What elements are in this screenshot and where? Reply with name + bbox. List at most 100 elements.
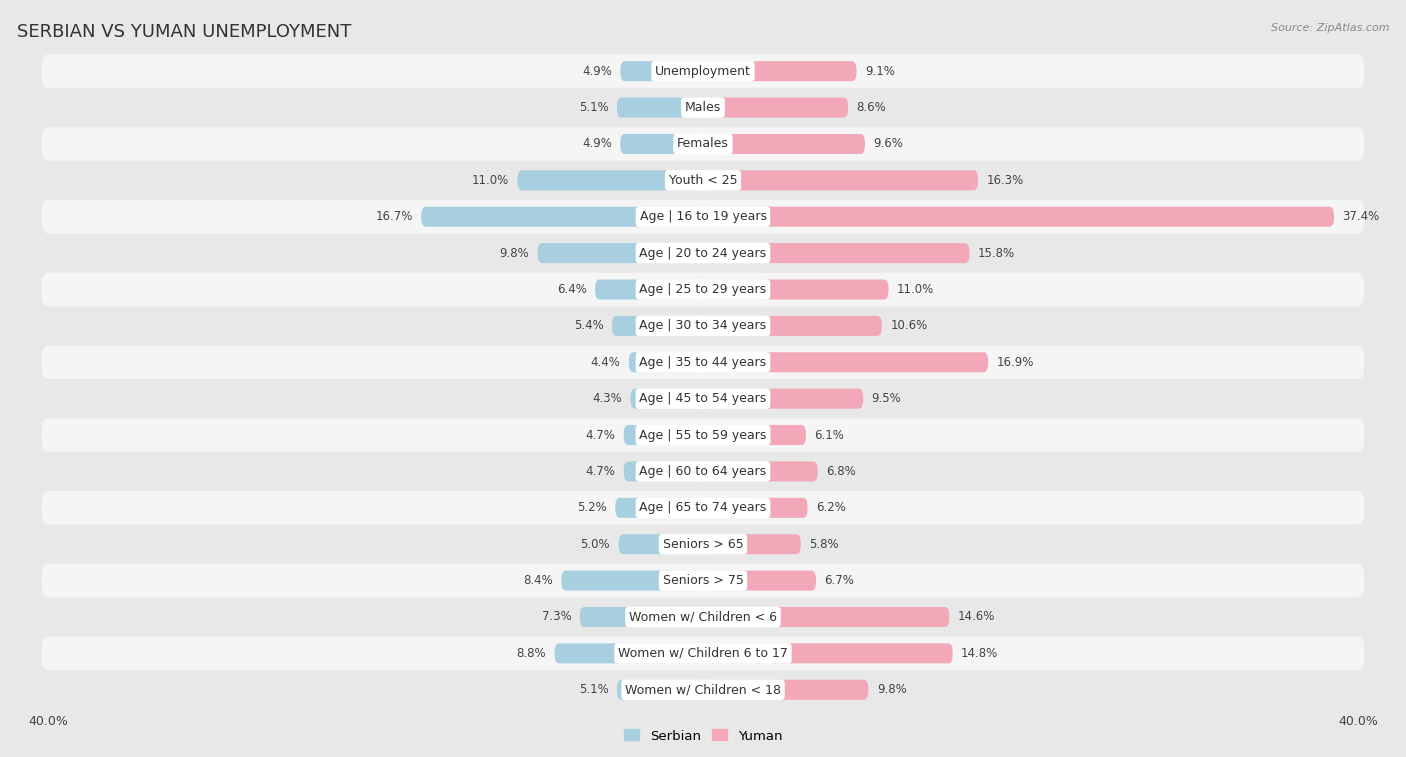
- FancyBboxPatch shape: [42, 55, 1364, 88]
- FancyBboxPatch shape: [703, 643, 953, 663]
- Text: Seniors > 75: Seniors > 75: [662, 574, 744, 587]
- FancyBboxPatch shape: [703, 571, 815, 590]
- FancyBboxPatch shape: [616, 498, 703, 518]
- Text: 4.9%: 4.9%: [582, 64, 612, 78]
- FancyBboxPatch shape: [703, 680, 869, 699]
- Text: 6.2%: 6.2%: [815, 501, 846, 514]
- FancyBboxPatch shape: [579, 607, 703, 627]
- Text: Unemployment: Unemployment: [655, 64, 751, 78]
- Text: 8.6%: 8.6%: [856, 101, 886, 114]
- FancyBboxPatch shape: [703, 607, 949, 627]
- FancyBboxPatch shape: [612, 316, 703, 336]
- FancyBboxPatch shape: [703, 243, 970, 263]
- FancyBboxPatch shape: [619, 534, 703, 554]
- FancyBboxPatch shape: [617, 98, 703, 117]
- FancyBboxPatch shape: [703, 352, 988, 372]
- Text: Women w/ Children < 18: Women w/ Children < 18: [626, 684, 780, 696]
- Text: 5.0%: 5.0%: [581, 537, 610, 550]
- FancyBboxPatch shape: [620, 61, 703, 81]
- FancyBboxPatch shape: [517, 170, 703, 190]
- Text: Seniors > 65: Seniors > 65: [662, 537, 744, 550]
- Text: Age | 20 to 24 years: Age | 20 to 24 years: [640, 247, 766, 260]
- FancyBboxPatch shape: [42, 273, 1364, 307]
- Text: Age | 60 to 64 years: Age | 60 to 64 years: [640, 465, 766, 478]
- FancyBboxPatch shape: [42, 564, 1364, 597]
- Text: 14.8%: 14.8%: [962, 647, 998, 660]
- FancyBboxPatch shape: [630, 388, 703, 409]
- Text: 4.9%: 4.9%: [582, 138, 612, 151]
- Text: 11.0%: 11.0%: [472, 174, 509, 187]
- Text: Females: Females: [678, 138, 728, 151]
- Text: 16.3%: 16.3%: [987, 174, 1024, 187]
- Text: 8.8%: 8.8%: [516, 647, 546, 660]
- FancyBboxPatch shape: [422, 207, 703, 227]
- FancyBboxPatch shape: [554, 643, 703, 663]
- Text: 6.7%: 6.7%: [824, 574, 855, 587]
- FancyBboxPatch shape: [617, 680, 703, 699]
- Text: Source: ZipAtlas.com: Source: ZipAtlas.com: [1271, 23, 1389, 33]
- Text: 8.4%: 8.4%: [523, 574, 553, 587]
- Text: 11.0%: 11.0%: [897, 283, 934, 296]
- Text: 10.6%: 10.6%: [890, 319, 928, 332]
- FancyBboxPatch shape: [703, 425, 806, 445]
- Text: 4.3%: 4.3%: [592, 392, 621, 405]
- Text: 16.7%: 16.7%: [375, 210, 413, 223]
- FancyBboxPatch shape: [42, 127, 1364, 160]
- Text: Age | 35 to 44 years: Age | 35 to 44 years: [640, 356, 766, 369]
- Text: 5.1%: 5.1%: [579, 684, 609, 696]
- Text: 5.8%: 5.8%: [810, 537, 839, 550]
- Text: 5.4%: 5.4%: [574, 319, 603, 332]
- Legend: Serbian, Yuman: Serbian, Yuman: [619, 724, 787, 748]
- Text: 6.1%: 6.1%: [814, 428, 844, 441]
- FancyBboxPatch shape: [703, 207, 1334, 227]
- Text: 9.5%: 9.5%: [872, 392, 901, 405]
- Text: 7.3%: 7.3%: [541, 610, 571, 624]
- Text: 40.0%: 40.0%: [28, 715, 67, 728]
- Text: Women w/ Children 6 to 17: Women w/ Children 6 to 17: [619, 647, 787, 660]
- Text: 5.2%: 5.2%: [576, 501, 607, 514]
- FancyBboxPatch shape: [595, 279, 703, 300]
- Text: Age | 25 to 29 years: Age | 25 to 29 years: [640, 283, 766, 296]
- Text: 9.6%: 9.6%: [873, 138, 903, 151]
- FancyBboxPatch shape: [624, 425, 703, 445]
- Text: 4.4%: 4.4%: [591, 356, 620, 369]
- Text: 4.7%: 4.7%: [585, 428, 616, 441]
- Text: 14.6%: 14.6%: [957, 610, 995, 624]
- FancyBboxPatch shape: [703, 316, 882, 336]
- Text: 5.1%: 5.1%: [579, 101, 609, 114]
- Text: 9.1%: 9.1%: [865, 64, 894, 78]
- Text: 6.4%: 6.4%: [557, 283, 586, 296]
- Text: 4.7%: 4.7%: [585, 465, 616, 478]
- FancyBboxPatch shape: [42, 491, 1364, 525]
- Text: 37.4%: 37.4%: [1343, 210, 1379, 223]
- FancyBboxPatch shape: [703, 462, 818, 481]
- Text: 9.8%: 9.8%: [499, 247, 529, 260]
- Text: 9.8%: 9.8%: [877, 684, 907, 696]
- FancyBboxPatch shape: [703, 279, 889, 300]
- Text: Age | 30 to 34 years: Age | 30 to 34 years: [640, 319, 766, 332]
- FancyBboxPatch shape: [703, 388, 863, 409]
- Text: 15.8%: 15.8%: [979, 247, 1015, 260]
- FancyBboxPatch shape: [620, 134, 703, 154]
- FancyBboxPatch shape: [561, 571, 703, 590]
- FancyBboxPatch shape: [42, 637, 1364, 670]
- FancyBboxPatch shape: [703, 98, 848, 117]
- FancyBboxPatch shape: [703, 170, 979, 190]
- Text: Youth < 25: Youth < 25: [669, 174, 737, 187]
- Text: 16.9%: 16.9%: [997, 356, 1033, 369]
- FancyBboxPatch shape: [42, 419, 1364, 452]
- Text: SERBIAN VS YUMAN UNEMPLOYMENT: SERBIAN VS YUMAN UNEMPLOYMENT: [17, 23, 352, 41]
- Text: Age | 16 to 19 years: Age | 16 to 19 years: [640, 210, 766, 223]
- Text: Age | 55 to 59 years: Age | 55 to 59 years: [640, 428, 766, 441]
- FancyBboxPatch shape: [42, 345, 1364, 379]
- FancyBboxPatch shape: [628, 352, 703, 372]
- Text: 6.8%: 6.8%: [827, 465, 856, 478]
- Text: Age | 65 to 74 years: Age | 65 to 74 years: [640, 501, 766, 514]
- FancyBboxPatch shape: [624, 462, 703, 481]
- Text: 40.0%: 40.0%: [1339, 715, 1378, 728]
- FancyBboxPatch shape: [703, 134, 865, 154]
- FancyBboxPatch shape: [703, 534, 801, 554]
- FancyBboxPatch shape: [42, 200, 1364, 233]
- Text: Males: Males: [685, 101, 721, 114]
- FancyBboxPatch shape: [537, 243, 703, 263]
